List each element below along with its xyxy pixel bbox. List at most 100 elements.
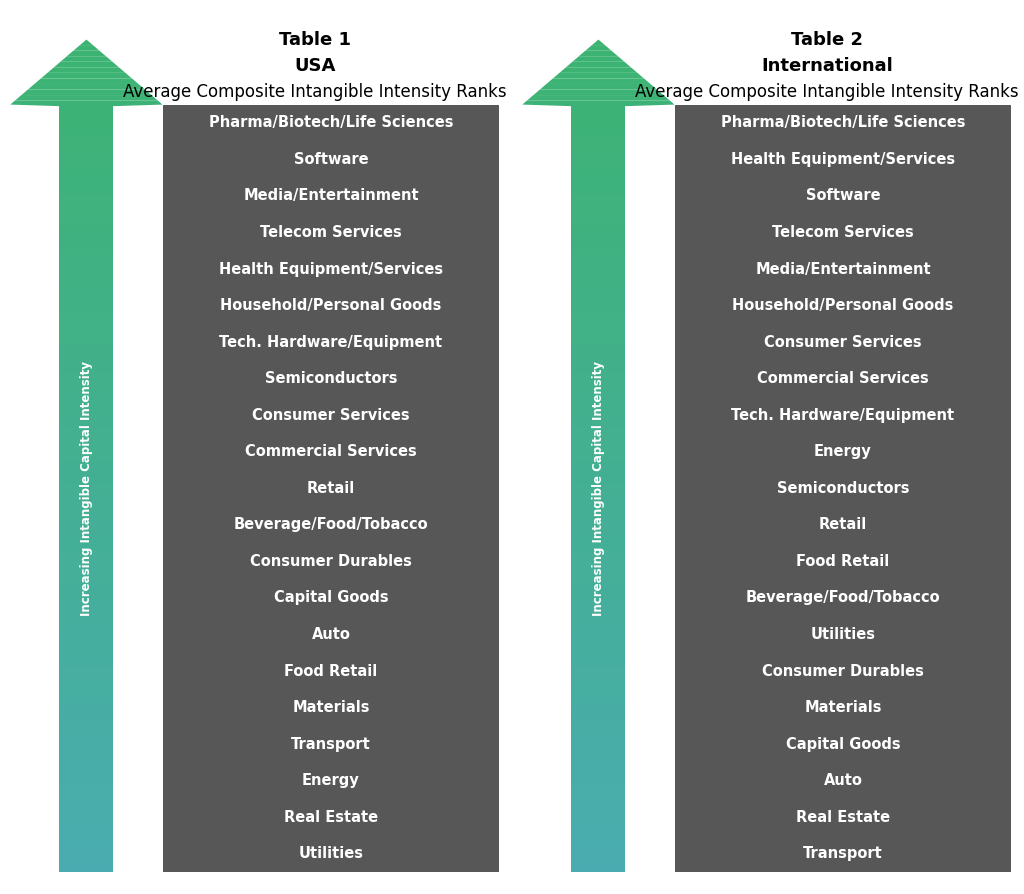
Polygon shape <box>59 200 114 206</box>
Polygon shape <box>571 683 626 689</box>
Polygon shape <box>571 350 626 356</box>
Text: Software: Software <box>806 189 881 204</box>
Polygon shape <box>571 811 626 816</box>
Text: Real Estate: Real Estate <box>796 810 890 825</box>
Text: Pharma/Biotech/Life Sciences: Pharma/Biotech/Life Sciences <box>721 115 966 131</box>
Text: Food Retail: Food Retail <box>797 554 890 569</box>
Polygon shape <box>571 273 626 278</box>
Polygon shape <box>47 67 125 72</box>
Polygon shape <box>571 711 626 717</box>
Polygon shape <box>571 278 626 283</box>
Text: Retail: Retail <box>307 481 355 496</box>
Polygon shape <box>59 461 114 467</box>
Text: Auto: Auto <box>823 773 862 789</box>
Polygon shape <box>571 628 626 634</box>
Text: Commercial Services: Commercial Services <box>245 444 417 460</box>
Polygon shape <box>571 478 626 484</box>
Text: Capital Goods: Capital Goods <box>785 737 900 752</box>
Polygon shape <box>571 250 626 256</box>
Polygon shape <box>571 484 626 489</box>
Text: Household/Personal Goods: Household/Personal Goods <box>732 298 953 313</box>
Text: Consumer Services: Consumer Services <box>764 334 922 350</box>
Polygon shape <box>59 134 114 139</box>
Polygon shape <box>59 156 114 162</box>
Polygon shape <box>59 634 114 639</box>
Polygon shape <box>59 217 114 223</box>
Polygon shape <box>571 805 626 811</box>
Polygon shape <box>522 101 675 106</box>
Text: Retail: Retail <box>819 518 867 532</box>
Text: Food Retail: Food Retail <box>285 663 378 679</box>
Polygon shape <box>571 534 626 539</box>
Polygon shape <box>59 766 114 772</box>
Polygon shape <box>59 584 114 589</box>
Polygon shape <box>59 456 114 461</box>
Polygon shape <box>59 534 114 539</box>
Polygon shape <box>571 106 626 112</box>
Text: Household/Personal Goods: Household/Personal Goods <box>220 298 441 313</box>
Polygon shape <box>59 178 114 184</box>
Polygon shape <box>59 511 114 517</box>
Polygon shape <box>571 662 626 667</box>
Polygon shape <box>571 833 626 839</box>
Polygon shape <box>571 672 626 678</box>
Polygon shape <box>571 323 626 328</box>
Polygon shape <box>571 856 626 861</box>
Polygon shape <box>59 484 114 489</box>
Polygon shape <box>571 722 626 728</box>
Polygon shape <box>59 411 114 417</box>
Text: Auto: Auto <box>311 627 350 642</box>
Polygon shape <box>59 556 114 561</box>
Polygon shape <box>571 544 626 550</box>
Text: Increasing Intangible Capital Intensity: Increasing Intangible Capital Intensity <box>592 361 605 616</box>
Polygon shape <box>59 444 114 451</box>
Text: Average Composite Intangible Intensity Ranks: Average Composite Intangible Intensity R… <box>123 83 507 101</box>
Polygon shape <box>59 311 114 317</box>
Polygon shape <box>571 578 626 584</box>
Polygon shape <box>59 278 114 283</box>
Polygon shape <box>571 290 626 295</box>
Polygon shape <box>59 622 114 628</box>
Polygon shape <box>59 367 114 373</box>
Polygon shape <box>59 389 114 395</box>
Polygon shape <box>59 522 114 528</box>
Polygon shape <box>571 745 626 750</box>
Polygon shape <box>571 822 626 828</box>
Polygon shape <box>59 561 114 567</box>
Polygon shape <box>59 167 114 173</box>
Polygon shape <box>59 345 114 350</box>
Polygon shape <box>59 223 114 228</box>
Polygon shape <box>74 45 99 51</box>
Polygon shape <box>59 117 114 122</box>
Polygon shape <box>59 506 114 511</box>
Polygon shape <box>59 317 114 323</box>
Polygon shape <box>571 605 626 611</box>
Polygon shape <box>571 634 626 639</box>
Text: Materials: Materials <box>804 700 882 715</box>
Text: Pharma/Biotech/Life Sciences: Pharma/Biotech/Life Sciences <box>209 115 454 131</box>
Polygon shape <box>59 833 114 839</box>
Polygon shape <box>571 861 626 866</box>
Polygon shape <box>571 217 626 223</box>
Text: Energy: Energy <box>302 773 359 789</box>
Polygon shape <box>571 866 626 872</box>
Polygon shape <box>59 722 114 728</box>
Polygon shape <box>59 451 114 456</box>
Polygon shape <box>571 184 626 190</box>
Polygon shape <box>571 783 626 789</box>
Polygon shape <box>571 112 626 117</box>
Polygon shape <box>59 805 114 811</box>
Text: Semiconductors: Semiconductors <box>777 481 909 496</box>
Polygon shape <box>59 356 114 361</box>
Polygon shape <box>571 705 626 711</box>
Polygon shape <box>571 611 626 617</box>
Polygon shape <box>59 306 114 311</box>
Text: Materials: Materials <box>292 700 370 715</box>
Polygon shape <box>571 800 626 805</box>
Text: Capital Goods: Capital Goods <box>273 590 388 605</box>
Polygon shape <box>571 494 626 501</box>
Polygon shape <box>28 84 145 89</box>
Polygon shape <box>59 494 114 501</box>
Polygon shape <box>59 672 114 678</box>
Polygon shape <box>547 79 650 84</box>
